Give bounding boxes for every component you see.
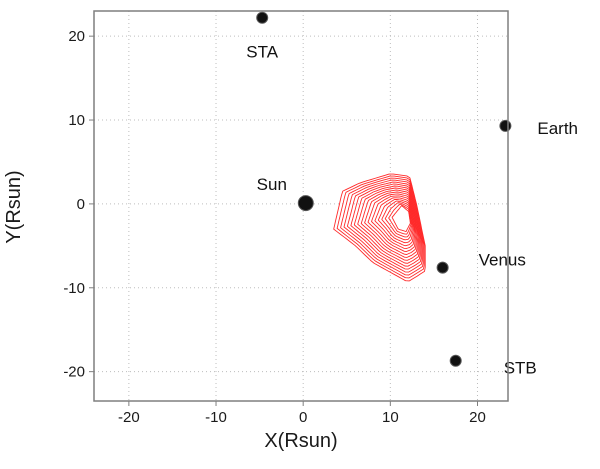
x-tick-label: -10 <box>205 409 227 426</box>
earth-label: Earth <box>537 119 578 138</box>
cme-contour <box>388 203 412 235</box>
grid <box>94 11 508 401</box>
sta-label: STA <box>246 43 278 62</box>
x-tick-label: 0 <box>299 409 307 426</box>
cme-contour <box>384 202 413 238</box>
cme-contour <box>360 189 419 258</box>
x-axis-title: X(Rsun) <box>264 430 337 452</box>
cme-contour <box>336 175 425 279</box>
y-tick-label: -10 <box>63 280 85 297</box>
y-axis-ticks: -20 -10 0 10 20 <box>63 28 94 381</box>
stb-label: STB <box>504 359 537 378</box>
cme-contour <box>346 181 422 270</box>
plot-frame <box>93 10 509 402</box>
earth-marker <box>499 119 512 132</box>
y-axis-title: Y(Rsun) <box>3 170 25 243</box>
y-tick-label: 10 <box>68 112 85 129</box>
y-tick-label: 0 <box>77 196 85 213</box>
x-tick-label: 20 <box>469 409 486 426</box>
venus-marker <box>436 261 449 274</box>
cme-contours <box>333 173 426 282</box>
cme-contour <box>350 183 422 267</box>
cme-contour <box>333 173 426 282</box>
cme-contour <box>381 200 414 241</box>
cme-contour <box>357 187 420 261</box>
y-tick-label: -20 <box>63 364 85 381</box>
cme-contour <box>367 193 417 252</box>
cme-contour <box>364 191 418 255</box>
sun-label: Sun <box>257 175 287 194</box>
cme-contour <box>377 198 414 244</box>
x-tick-label: -20 <box>118 409 140 426</box>
x-tick-label: 10 <box>382 409 399 426</box>
celestial-bodies: STA Earth Sun Venus STB <box>246 11 578 378</box>
venus-label: Venus <box>479 251 526 270</box>
sta-marker <box>256 11 269 24</box>
cme-contour <box>340 177 424 276</box>
cme-contour <box>374 197 415 247</box>
y-tick-label: 20 <box>68 28 85 45</box>
sun-marker <box>297 195 314 212</box>
cme-contour <box>343 179 423 273</box>
cme-contour <box>353 185 421 264</box>
cme-contour <box>371 195 416 250</box>
cme-contour <box>391 205 411 232</box>
stb-marker <box>449 354 462 367</box>
x-axis-ticks: -20 -10 0 10 20 <box>118 401 486 426</box>
